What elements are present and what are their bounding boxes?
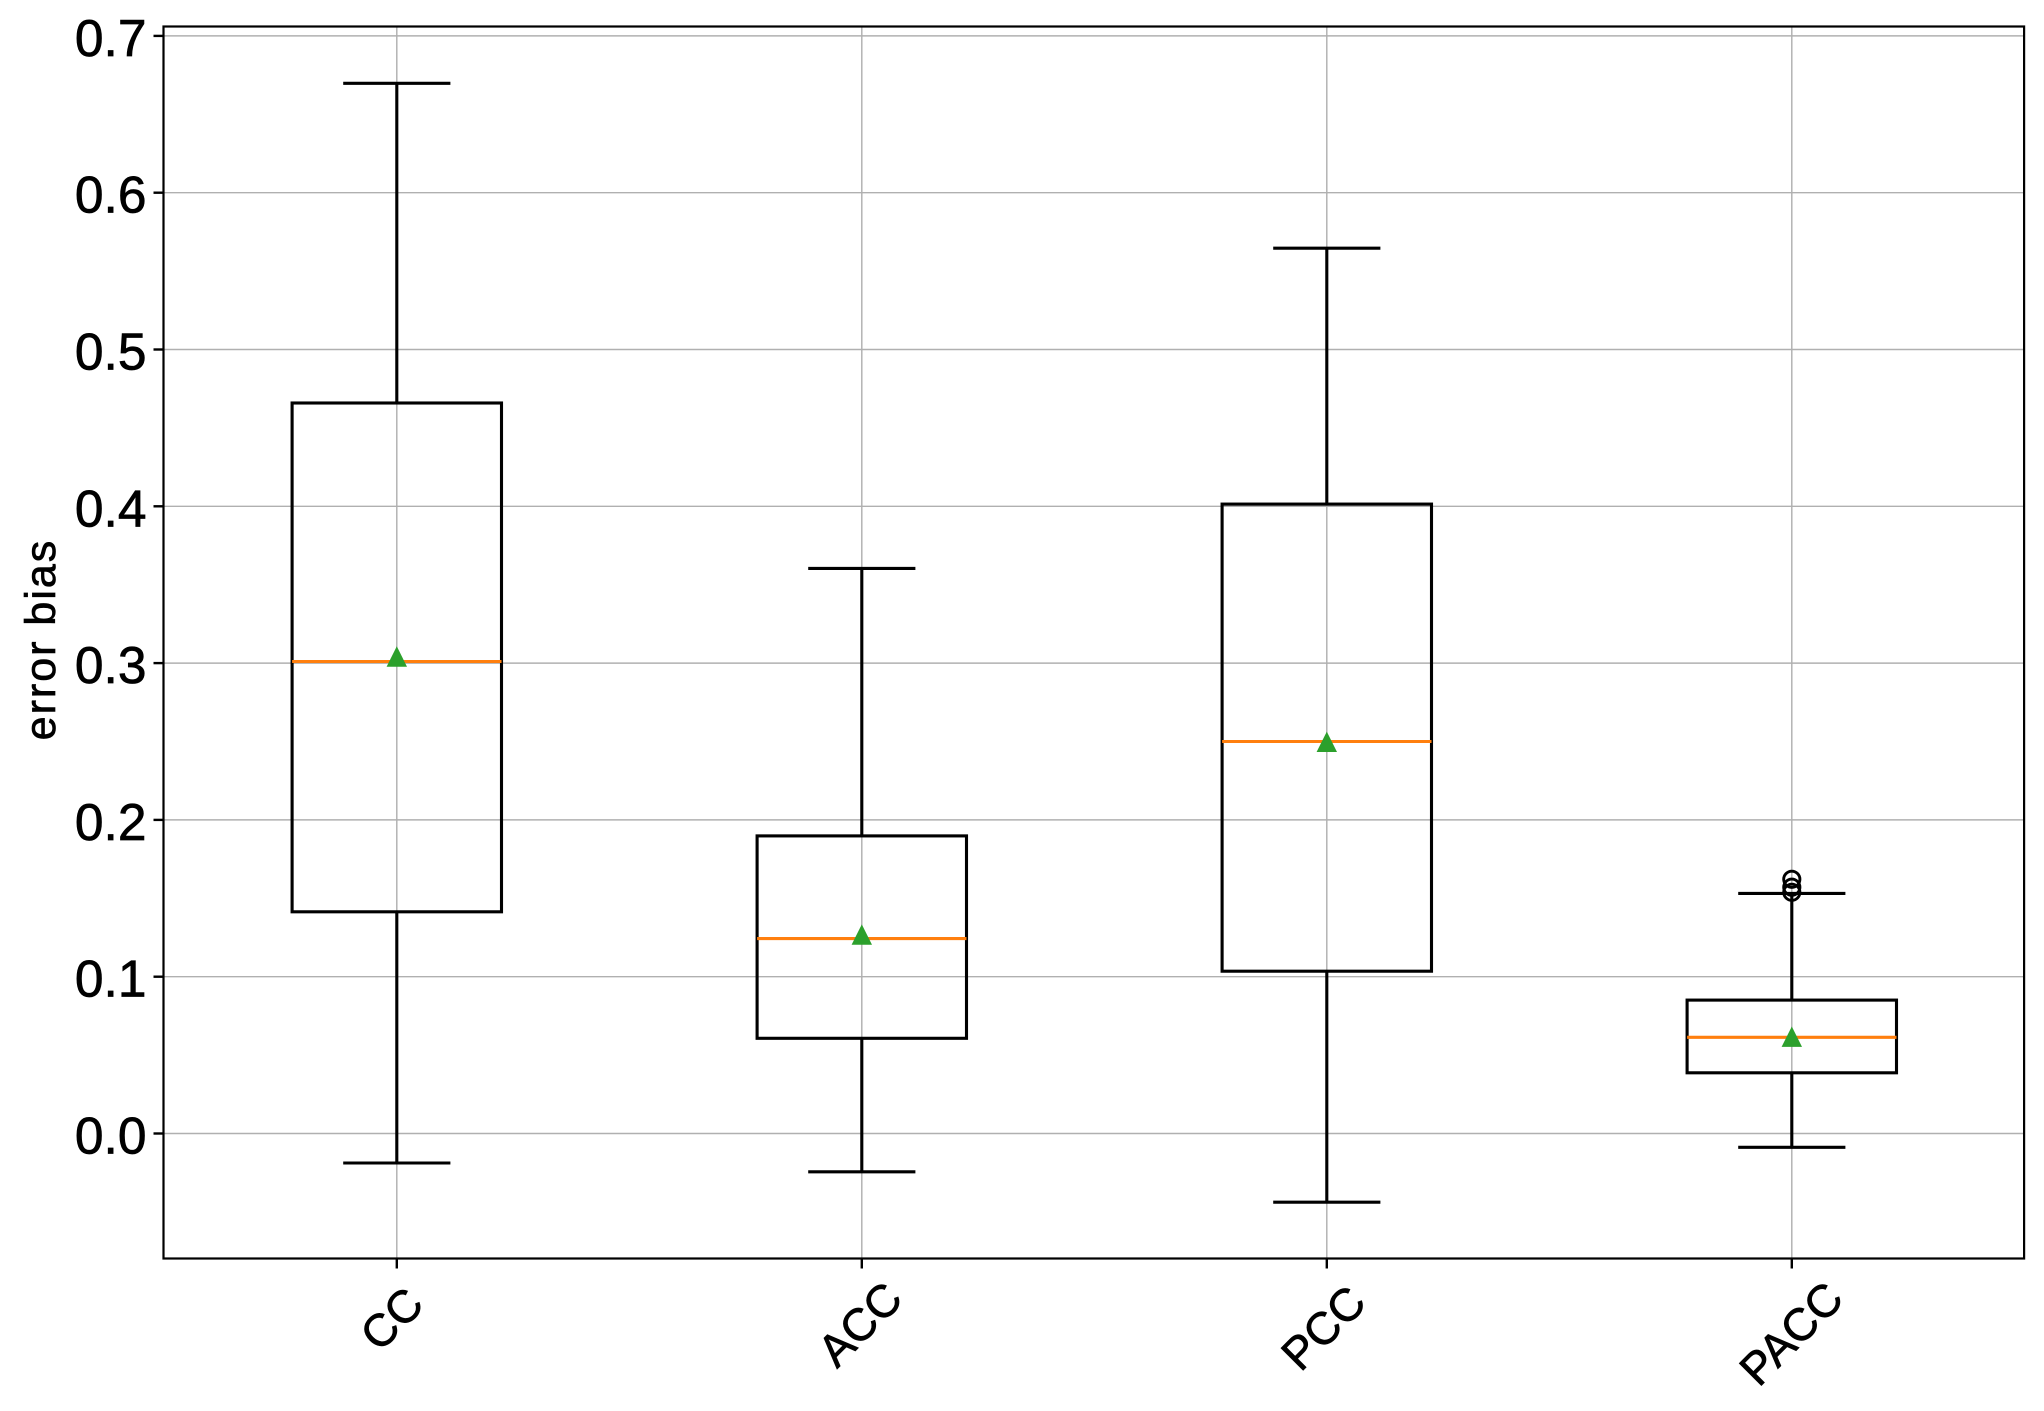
svg-text:0.4: 0.4 [75,479,147,537]
svg-text:0.7: 0.7 [75,9,147,67]
svg-text:0.6: 0.6 [75,166,147,224]
svg-text:0.5: 0.5 [75,323,147,381]
svg-text:error bias: error bias [17,539,65,741]
svg-text:0.2: 0.2 [75,793,147,851]
svg-text:0.1: 0.1 [75,950,147,1008]
svg-text:0.3: 0.3 [75,636,147,694]
svg-text:0.0: 0.0 [75,1107,147,1165]
